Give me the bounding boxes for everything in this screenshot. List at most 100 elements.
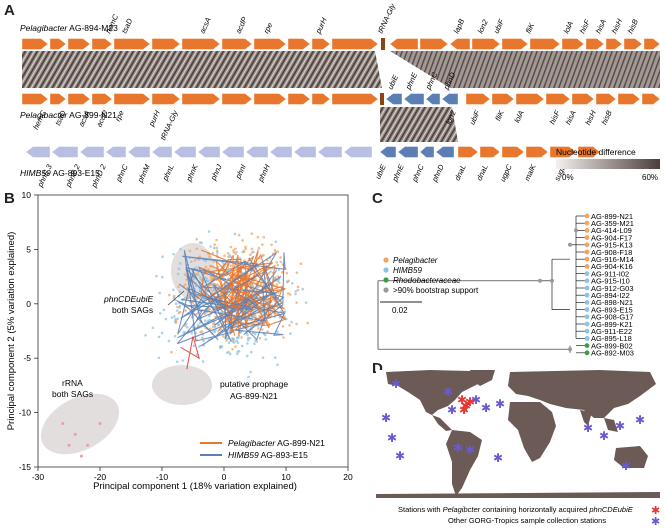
tree-tip — [584, 314, 590, 320]
legend-c-boot-dot — [383, 287, 389, 293]
tree-leaf-label: AG-893-E15 — [591, 305, 633, 314]
pca-point-himb — [240, 344, 244, 348]
tree-leaf-label: AG-414-L09 — [591, 226, 632, 235]
xtick-label: 0 — [222, 472, 227, 482]
pca-point-pelagi — [177, 285, 180, 289]
pca-point-himb — [255, 340, 259, 343]
pca-point-himb — [245, 354, 249, 358]
gene-r2b-1 — [491, 93, 515, 105]
tree-leaf-label: AG-898-N21 — [591, 298, 633, 307]
map-land — [376, 370, 660, 498]
pca-point-pelagi — [258, 314, 261, 318]
gene-r1-5 — [151, 38, 181, 50]
pca-point-rrna — [98, 421, 102, 425]
ann-phn-sub: both SAGs — [112, 305, 153, 315]
pca-point-himb — [254, 314, 257, 318]
phylo-tree: AG-899-N21AG-359-M21AG-414-L09AG-904-F17… — [377, 212, 634, 358]
gene-r3-light-11 — [293, 146, 317, 158]
pca-point-himb — [228, 253, 232, 257]
pca-point-pelagi — [267, 272, 271, 275]
tree-leaf-label: AG-911-E22 — [591, 327, 632, 336]
map-stations: ✱✱✱✱✱✱✱✱ ✱✱ ✱✱✱✱✱ ✱✱✱✱✱✱ — [381, 377, 645, 473]
tree-tip — [584, 292, 590, 298]
pca-point-himb — [197, 323, 200, 327]
legend-d-1: Stations with Pelagibcter containing hor… — [398, 505, 634, 514]
pca-point-himb — [241, 250, 245, 254]
pca-point-pelagi — [256, 235, 260, 239]
pca-point-himb — [215, 246, 219, 250]
tree-leaf-label: AG-915-K13 — [591, 241, 633, 250]
pca-point-himb — [213, 325, 217, 329]
pca-point-himb — [261, 356, 265, 360]
tree-tip — [584, 307, 590, 312]
pca-point-himb — [183, 330, 186, 334]
pca-point-himb — [239, 331, 243, 334]
tree-leaf-label: AG-894-I22 — [591, 291, 630, 300]
pca-point-pelagi — [262, 235, 266, 239]
tree-leaf-label: AG-912-G03 — [591, 284, 634, 293]
station-star-other: ✱ — [465, 443, 475, 457]
pca-point-rrna — [67, 443, 71, 447]
pca-point-pelagi — [299, 262, 303, 266]
pca-point-pelagi — [177, 311, 181, 315]
pca-point-pelagi — [193, 259, 197, 262]
legend-pelagi-label: Pelagibacter AG-899-N21 — [228, 438, 325, 448]
pca-point-himb — [204, 311, 207, 315]
gene-r1-3 — [91, 38, 113, 50]
pca-point-himb — [189, 260, 193, 263]
pca-path-phn — [180, 336, 201, 370]
station-star-other: ✱ — [453, 441, 463, 455]
ann-rrna-title: rRNA — [62, 378, 83, 388]
pca-point-pelagi — [232, 250, 236, 254]
synteny-band-2 — [380, 107, 458, 142]
legend-c-himb: HIMB59 — [393, 266, 422, 275]
station-star-phn: ✱ — [459, 403, 469, 417]
pca-point-himb — [172, 294, 176, 298]
tree-leaf-label: AG-359-M21 — [591, 219, 634, 228]
synteny-band-1b — [390, 51, 660, 88]
pca-point-rrna — [86, 443, 90, 447]
pca-point-himb — [197, 273, 200, 277]
station-star-other: ✱ — [635, 413, 645, 427]
pca-point-pelagi — [282, 336, 285, 339]
pca-point-himb — [176, 317, 180, 320]
pca-point-pelagi — [195, 237, 199, 241]
panel-a-letter: A — [4, 2, 15, 19]
gene-r1b-1 — [419, 38, 449, 50]
trna-r1 — [381, 38, 385, 50]
pca-point-pelagi — [184, 309, 187, 312]
gene-r3-blue-3 — [435, 146, 455, 158]
pca-point-himb — [246, 342, 249, 345]
pca-point-himb — [175, 309, 179, 312]
pca-point-himb — [185, 325, 189, 329]
pca-point-pelagi — [198, 255, 202, 259]
gene-r2-blue-0 — [385, 93, 403, 105]
gene-row-3 — [25, 146, 601, 158]
pca-point-pelagi — [273, 249, 277, 252]
pca-point-himb — [175, 360, 179, 364]
pca-path-himb — [176, 260, 283, 345]
pca-point-himb — [157, 335, 161, 339]
pca-point-pelagi — [275, 261, 278, 264]
pca-point-himb — [248, 336, 252, 340]
gene-r1-9 — [287, 38, 311, 50]
gene-r1b-6 — [561, 38, 585, 50]
bootstrap-node — [550, 278, 554, 283]
pca-point-rrna — [79, 454, 83, 458]
pca-point-pelagi — [275, 283, 279, 286]
pca-point-himb — [157, 356, 161, 360]
pca-point-himb — [160, 275, 164, 279]
pca-point-pelagi — [270, 243, 273, 247]
gene-r2b-7 — [641, 93, 661, 105]
pca-point-himb — [158, 311, 162, 315]
pca-point-himb — [290, 282, 294, 285]
pca-point-himb — [144, 333, 147, 337]
pca-point-himb — [233, 232, 237, 236]
pca-point-himb — [158, 291, 161, 295]
label-r2b-rpe: rpe — [113, 109, 126, 123]
gene-r1-10 — [311, 38, 331, 50]
gene-r2-blue-3 — [441, 93, 459, 105]
gene-r2b-3 — [545, 93, 571, 105]
pca-point-pelagi — [261, 328, 264, 332]
gene-r1b-9 — [623, 38, 643, 50]
